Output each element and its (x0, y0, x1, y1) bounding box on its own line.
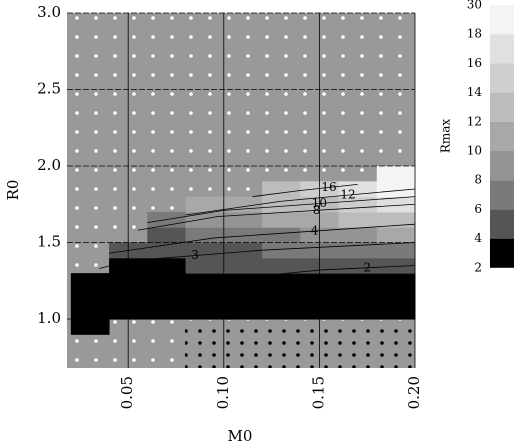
cell (70, 303, 110, 320)
cell (185, 242, 225, 259)
cell (70, 319, 110, 335)
y-tick-label: 1.0 (37, 309, 61, 327)
cell (70, 273, 110, 289)
cell (70, 288, 110, 305)
cell (376, 211, 416, 228)
cell (223, 257, 263, 274)
contour-label: 12 (340, 188, 355, 202)
y-tick-label: 1.5 (37, 233, 61, 251)
colorbar-tick-label: 6 (474, 202, 482, 216)
cell (185, 257, 225, 274)
cell (376, 257, 416, 274)
axes: 0.05 0.10 0.15 0.20 1.0 1.5 2.0 2.5 3.0 (37, 3, 423, 409)
x-tick-label: 0.10 (214, 376, 232, 409)
x-axis-title: M0 (228, 427, 253, 445)
colorbar-tick-label: 10 (467, 144, 482, 158)
cell (223, 273, 263, 289)
cell (262, 303, 301, 320)
cell (338, 273, 378, 289)
cell (147, 273, 187, 289)
cell (376, 166, 416, 182)
x-tick-label: 0.15 (309, 376, 327, 409)
cell (376, 288, 416, 305)
cell (338, 303, 378, 320)
colorbar-tick-label: 12 (467, 114, 482, 128)
contour-label: 10 (312, 196, 327, 210)
colorbar-swatch (490, 121, 514, 151)
contour-line (252, 183, 358, 198)
cell (376, 273, 416, 289)
y-tick-label: 2.0 (37, 156, 61, 174)
colorbar-tick-label: 2 (474, 260, 482, 274)
cell (223, 242, 263, 259)
cell (262, 242, 301, 259)
x-tick-label: 0.20 (405, 376, 423, 409)
colorbar-tick-label: 8 (474, 173, 482, 187)
cell (262, 211, 301, 228)
cell (338, 257, 378, 274)
colorbar-tick-label: 18 (467, 27, 482, 41)
cell (338, 288, 378, 305)
grid (67, 12, 416, 368)
cell (262, 227, 301, 244)
colorbar: 2 4 6 8 10 12 14 16 18 30 (467, 0, 514, 274)
cell (147, 257, 187, 274)
cell (185, 273, 225, 289)
colorbar-swatch (490, 209, 514, 239)
cell (185, 196, 225, 213)
cell (262, 257, 301, 274)
cell (376, 196, 416, 213)
contour-label: 4 (311, 224, 319, 238)
colorbar-tick-label: 14 (467, 85, 483, 99)
colorbar-swatch (490, 63, 514, 93)
cell (338, 211, 378, 228)
cell (376, 303, 416, 320)
cell (262, 288, 301, 305)
cell (147, 288, 187, 305)
x-tick-label: 0.05 (118, 376, 136, 409)
cell (338, 227, 378, 244)
cell (185, 227, 225, 244)
y-tick-label: 2.5 (37, 80, 61, 98)
contour-label: 16 (321, 180, 336, 194)
contour-label: 2 (363, 260, 371, 274)
contour-line (185, 188, 416, 216)
colorbar-swatch (490, 151, 514, 181)
colorbar-swatch (490, 34, 514, 64)
colorbar-title: Rmax (439, 119, 453, 154)
cell (185, 211, 225, 228)
cell (376, 242, 416, 259)
cell (262, 273, 301, 289)
colorbar-swatch (490, 5, 514, 35)
cell (223, 303, 263, 320)
contour-line (166, 265, 416, 286)
cell (223, 227, 263, 244)
colorbar-swatch (490, 92, 514, 122)
cell (185, 303, 225, 320)
colorbar-swatch (490, 238, 514, 268)
colorbar-swatch (490, 180, 514, 210)
colorbar-tick-label: 4 (474, 231, 482, 245)
cell (338, 242, 378, 259)
contours: 16 12 108 4 3 2 (99, 180, 416, 286)
cell (376, 181, 416, 198)
cell (147, 227, 187, 244)
contour-line (137, 203, 416, 231)
colorbar-tick-label: 16 (467, 56, 482, 70)
cell (185, 288, 225, 305)
cell (147, 303, 187, 320)
contour-label: 8 (313, 203, 321, 217)
cell (223, 288, 263, 305)
cell (376, 227, 416, 244)
colorbar-tick-label: 30 (467, 0, 482, 12)
contour-label: 3 (191, 248, 199, 262)
y-tick-label: 3.0 (37, 3, 61, 21)
cell (262, 181, 301, 198)
contour-line (147, 196, 416, 224)
y-axis-title: R0 (4, 180, 22, 201)
cell (262, 196, 301, 213)
contour-line (109, 223, 416, 254)
contour-line (99, 242, 416, 269)
